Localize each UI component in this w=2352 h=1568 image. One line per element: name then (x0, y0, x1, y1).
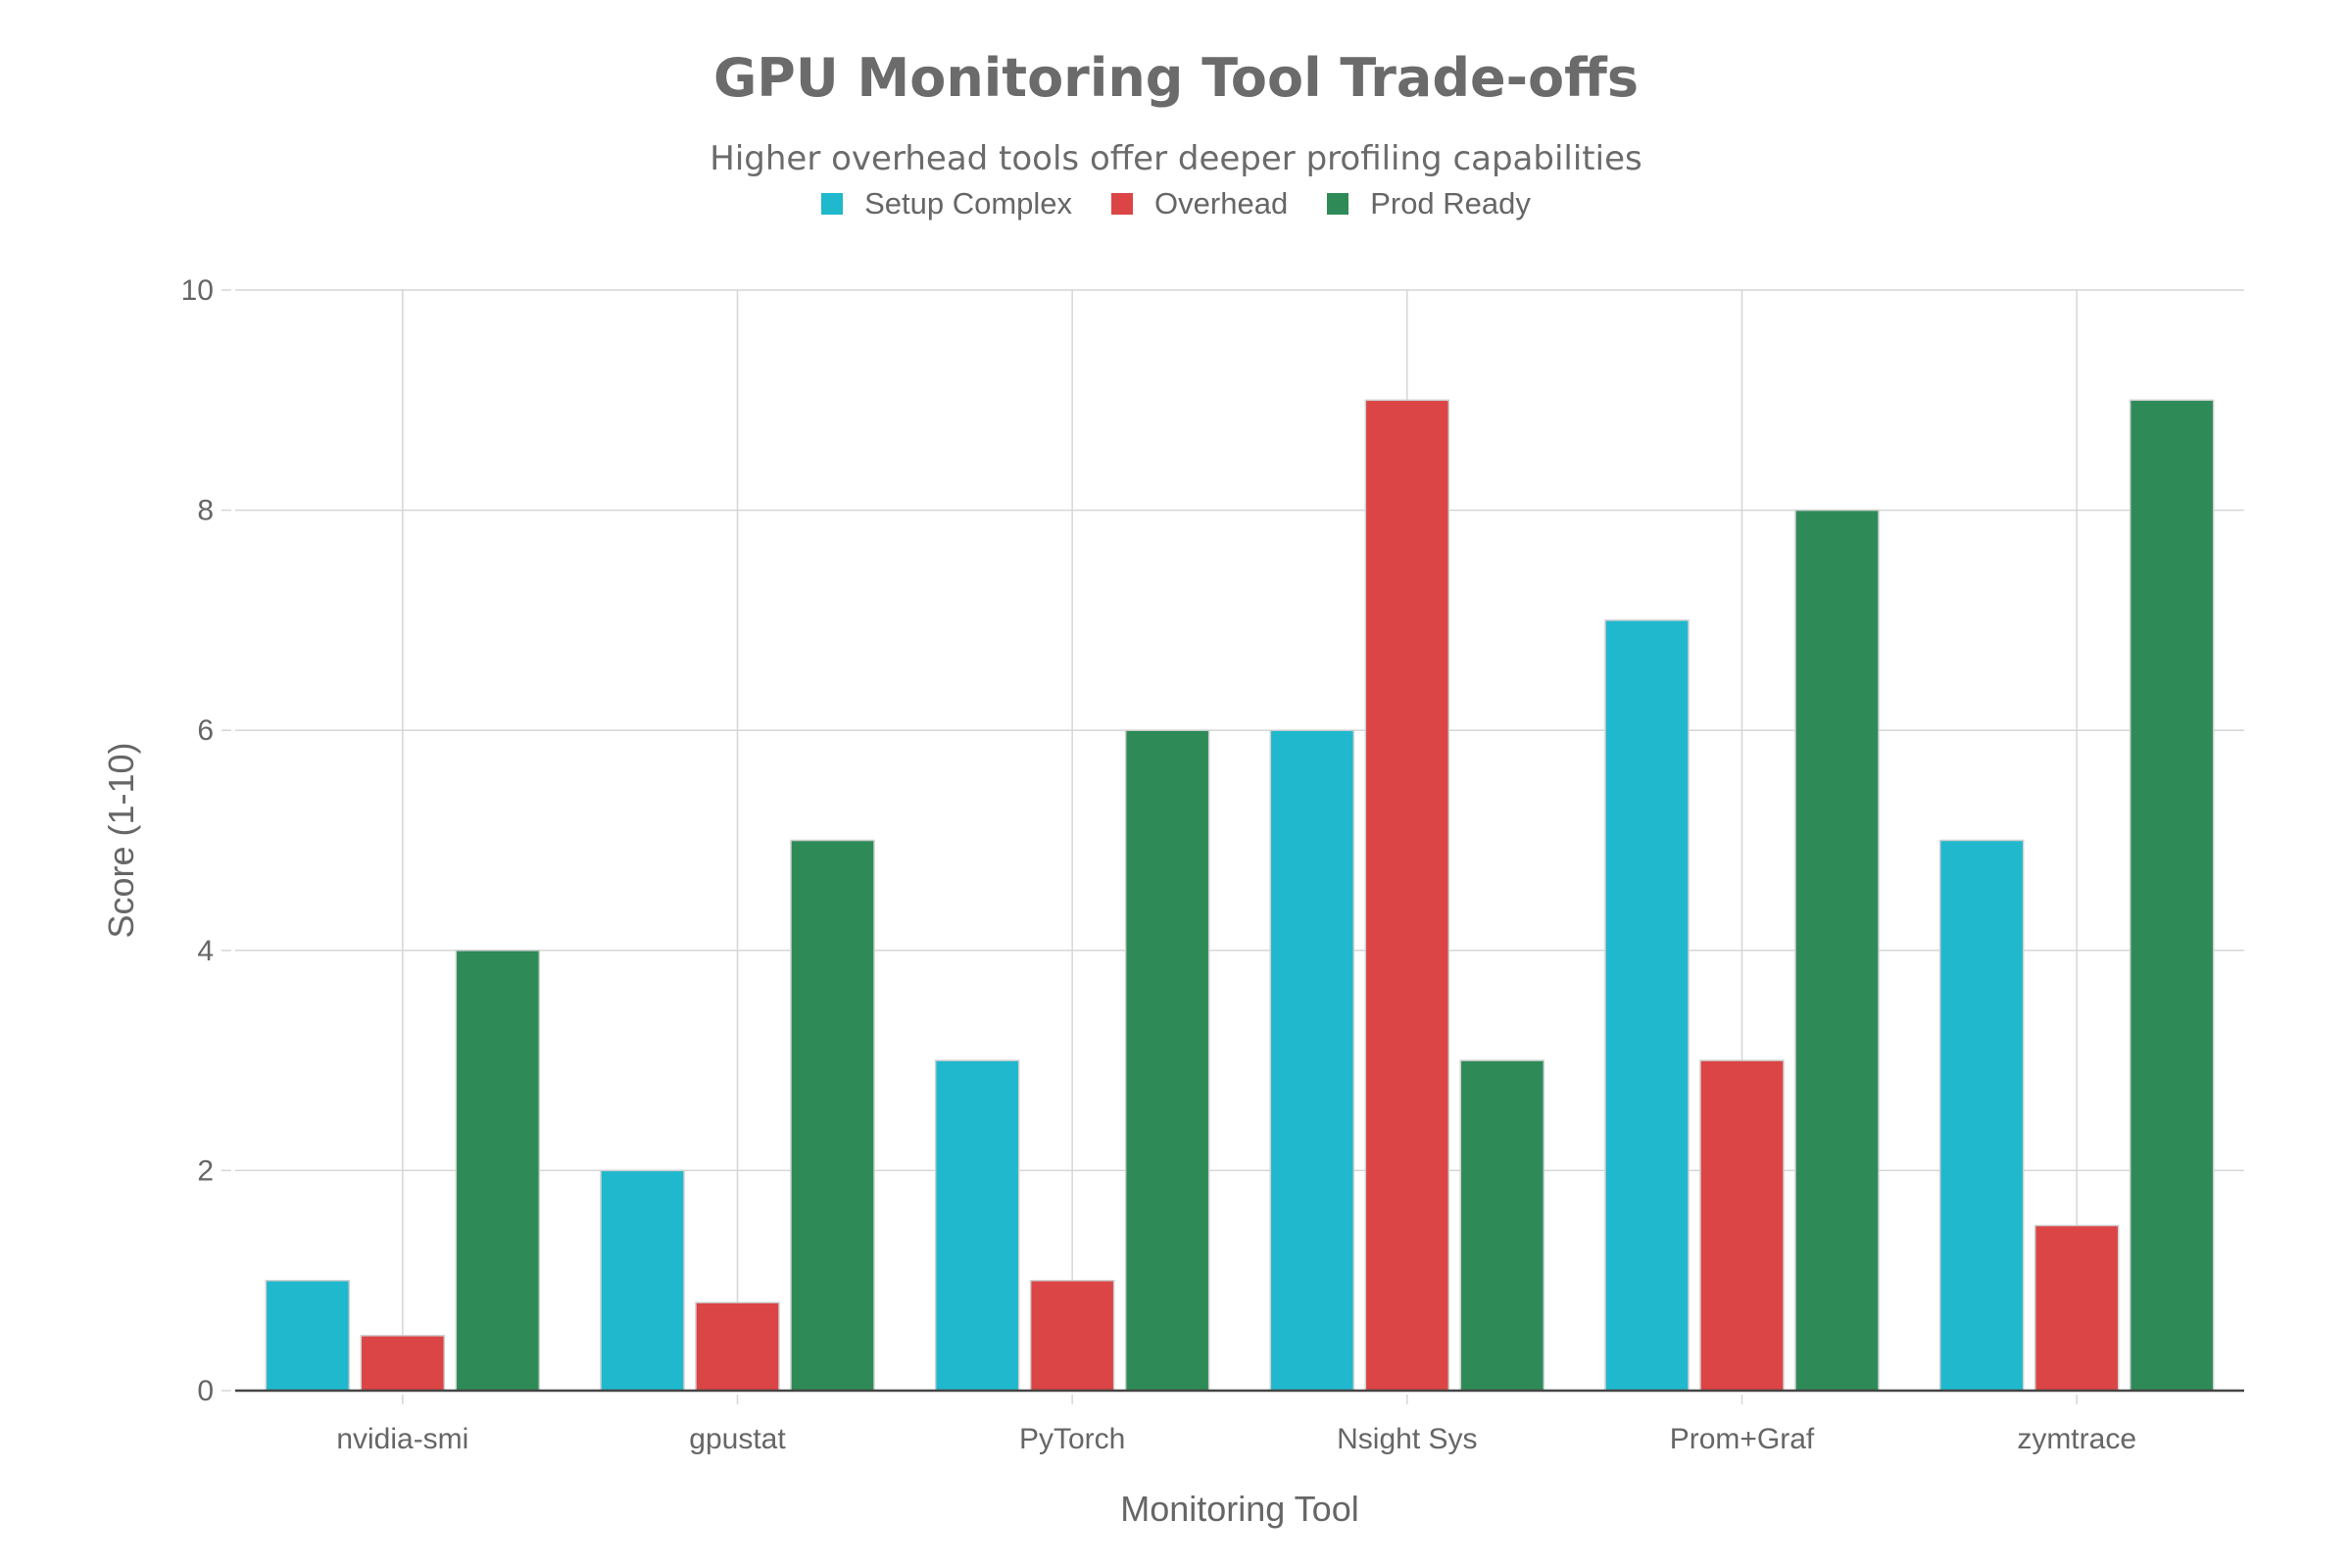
y-axis-title: Score (1-10) (101, 742, 141, 938)
legend-swatch (1327, 193, 1349, 215)
bar-overhead[interactable] (1364, 399, 1450, 1392)
bar-setup-complex[interactable] (1269, 729, 1355, 1392)
legend-label: Prod Ready (1370, 186, 1531, 220)
legend-swatch (1111, 193, 1134, 215)
x-tick-label: zymtrace (2017, 1423, 2136, 1455)
x-tick-label: gpustat (689, 1423, 786, 1455)
bar-prod-ready[interactable] (455, 950, 541, 1392)
chart-title: GPU Monitoring Tool Trade-offs (712, 47, 1640, 109)
y-tick-label: 2 (197, 1154, 214, 1187)
bar-overhead[interactable] (695, 1301, 780, 1392)
bar-setup-complex[interactable] (1604, 619, 1690, 1392)
bar-setup-complex[interactable] (1938, 839, 2025, 1392)
bar-prod-ready[interactable] (1459, 1059, 1545, 1392)
y-tick-label: 0 (197, 1375, 214, 1407)
y-tick-label: 4 (197, 935, 214, 967)
bar-prod-ready[interactable] (1124, 729, 1210, 1392)
legend-label: Overhead (1154, 186, 1289, 220)
bar-overhead[interactable] (2034, 1224, 2120, 1392)
bar-overhead[interactable] (360, 1335, 446, 1392)
chart-subtitle: Higher overhead tools offer deeper profi… (710, 139, 1642, 178)
x-tick-label: Nsight Sys (1337, 1423, 1477, 1455)
bar-prod-ready[interactable] (1794, 509, 1880, 1392)
x-tick-label: PyTorch (1019, 1423, 1125, 1455)
x-tick-label: Prom+Graf (1670, 1423, 1815, 1455)
bar-overhead[interactable] (1029, 1279, 1115, 1392)
bar-overhead[interactable] (1699, 1059, 1785, 1392)
x-tick-label: nvidia-smi (336, 1423, 468, 1455)
legend-item-overhead[interactable]: Overhead (1111, 186, 1288, 221)
legend: Setup Complex Overhead Prod Ready (0, 186, 2352, 221)
bar-prod-ready[interactable] (2129, 399, 2215, 1392)
bar-prod-ready[interactable] (790, 839, 875, 1392)
y-tick-label: 10 (181, 274, 214, 307)
legend-swatch (821, 193, 844, 215)
bar-setup-complex[interactable] (265, 1279, 351, 1392)
legend-item-setup-complex[interactable]: Setup Complex (821, 186, 1072, 221)
x-axis-title: Monitoring Tool (1120, 1489, 1358, 1529)
y-tick-label: 8 (197, 495, 214, 527)
y-tick-label: 6 (197, 714, 214, 747)
legend-label: Setup Complex (864, 186, 1073, 220)
bar-setup-complex[interactable] (934, 1059, 1020, 1392)
legend-item-prod-ready[interactable]: Prod Ready (1327, 186, 1531, 221)
bar-setup-complex[interactable] (600, 1169, 685, 1392)
